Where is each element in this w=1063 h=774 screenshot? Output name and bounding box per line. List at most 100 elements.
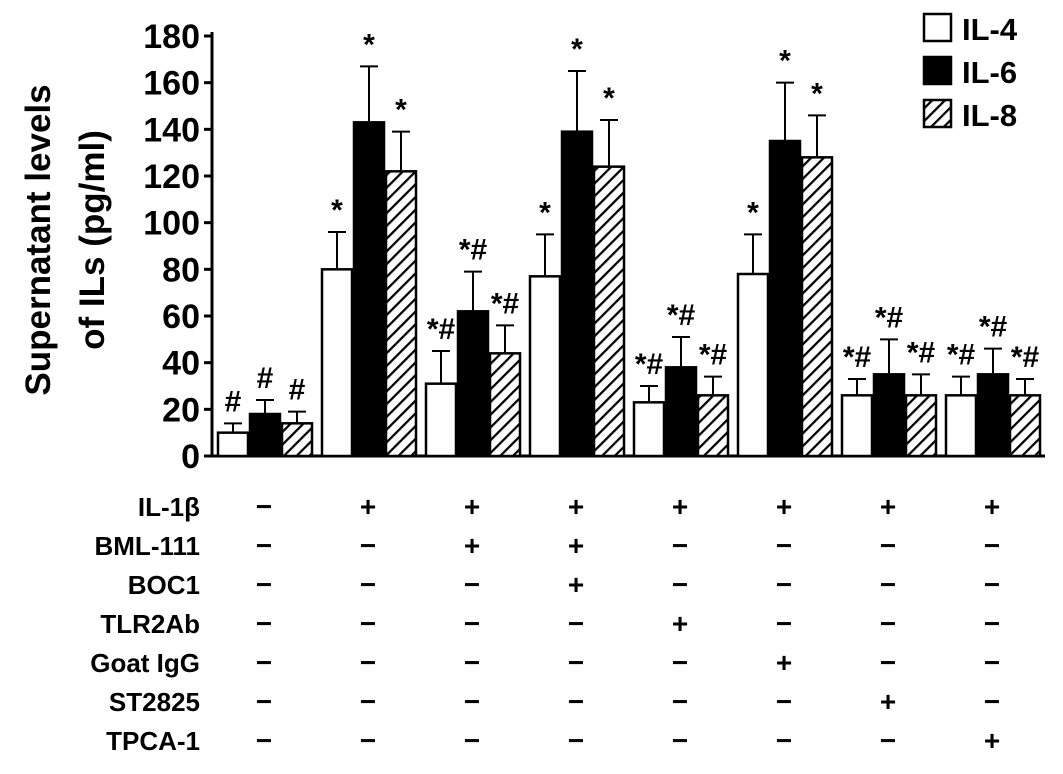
condition-value: −: [360, 530, 376, 561]
y-tick-label: 40: [162, 345, 200, 383]
y-tick-label: 20: [162, 391, 200, 429]
bar: [248, 412, 282, 458]
condition-value: +: [568, 569, 584, 600]
condition-value: −: [568, 608, 584, 639]
condition-value: −: [984, 530, 1000, 561]
significance-marker: *#: [947, 339, 976, 372]
condition-value: +: [568, 491, 584, 522]
condition-value: −: [672, 686, 688, 717]
significance-marker: *#: [1011, 341, 1040, 374]
condition-value: −: [776, 608, 792, 639]
significance-marker: *#: [843, 341, 872, 374]
condition-label: TLR2Ab: [100, 609, 200, 639]
condition-label: BOC1: [128, 570, 200, 600]
bar: [384, 170, 418, 458]
bar: [592, 165, 626, 458]
significance-marker: *#: [491, 287, 520, 320]
condition-value: −: [568, 725, 584, 756]
condition-value: −: [776, 569, 792, 600]
y-tick-label: 100: [143, 205, 200, 243]
condition-value: −: [984, 608, 1000, 639]
condition-table: IL-1β − + + + + + + + BML-111 − − + + − − − − BOC1 − − − + − − − −…: [90, 491, 1000, 756]
condition-value: −: [256, 686, 272, 717]
significance-marker: *#: [427, 313, 456, 346]
condition-value: −: [984, 569, 1000, 600]
y-tick-label: 60: [162, 298, 200, 336]
y-axis-title-line2: of ILs (pg/ml): [73, 130, 112, 350]
legend-label: IL-8: [962, 98, 1017, 133]
significance-marker: #: [289, 374, 306, 407]
significance-marker: *: [363, 28, 375, 61]
significance-marker: #: [257, 362, 274, 395]
significance-marker: *#: [459, 234, 488, 267]
bar: [528, 275, 562, 458]
significance-marker: *#: [875, 301, 904, 334]
bar: [872, 373, 906, 458]
legend: IL-4 IL-6 IL-8: [922, 12, 1018, 133]
significance-marker: *: [331, 194, 343, 227]
condition-value: −: [880, 569, 896, 600]
y-tick-label: 180: [143, 18, 200, 56]
significance-marker: *#: [635, 348, 664, 381]
significance-marker: *: [571, 33, 583, 66]
condition-value: +: [672, 491, 688, 522]
condition-value: −: [464, 569, 480, 600]
condition-value: −: [880, 608, 896, 639]
significance-marker: *: [747, 196, 759, 229]
y-axis-title: Supernatant levels of ILs (pg/ml): [19, 84, 112, 395]
condition-value: +: [880, 491, 896, 522]
condition-value: −: [464, 647, 480, 678]
condition-label: ST2825: [109, 687, 200, 717]
significance-marker: *#: [699, 339, 728, 372]
condition-value: −: [256, 647, 272, 678]
condition-value: −: [464, 686, 480, 717]
y-tick-label: 120: [143, 158, 200, 196]
condition-value: +: [984, 725, 1000, 756]
bar: [696, 394, 730, 458]
bar: [320, 268, 354, 458]
y-tick-label: 140: [143, 111, 200, 149]
condition-label: IL-1β: [138, 492, 200, 522]
y-tick-label: 160: [143, 65, 200, 103]
condition-value: −: [256, 608, 272, 639]
significance-marker: *: [779, 45, 791, 78]
condition-value: +: [568, 530, 584, 561]
bar: [736, 272, 770, 458]
condition-value: −: [776, 530, 792, 561]
condition-label: BML-111: [95, 531, 201, 561]
bar: [560, 130, 594, 458]
condition-value: −: [672, 569, 688, 600]
condition-value: −: [360, 608, 376, 639]
legend-swatch: [922, 98, 953, 129]
bar: [976, 373, 1010, 458]
significance-marker: *: [811, 77, 823, 110]
bar: [800, 156, 834, 458]
condition-label: Goat IgG: [90, 648, 200, 678]
bar: [424, 382, 458, 458]
condition-value: −: [256, 725, 272, 756]
significance-marker: #: [225, 385, 242, 418]
condition-value: +: [880, 686, 896, 717]
condition-value: −: [360, 647, 376, 678]
bar: [632, 401, 666, 458]
condition-value: +: [776, 491, 792, 522]
bar: [904, 394, 938, 458]
bar: [216, 431, 250, 458]
significance-marker: *: [539, 196, 551, 229]
condition-value: −: [776, 725, 792, 756]
condition-value: −: [880, 647, 896, 678]
condition-value: −: [880, 725, 896, 756]
condition-value: −: [464, 608, 480, 639]
condition-value: −: [360, 686, 376, 717]
bar: [840, 394, 874, 458]
condition-value: −: [256, 530, 272, 561]
condition-value: +: [464, 530, 480, 561]
condition-value: +: [360, 491, 376, 522]
condition-value: −: [984, 686, 1000, 717]
condition-value: −: [256, 491, 272, 522]
condition-value: +: [776, 647, 792, 678]
legend-label: IL-6: [962, 55, 1017, 90]
bar: [944, 394, 978, 458]
